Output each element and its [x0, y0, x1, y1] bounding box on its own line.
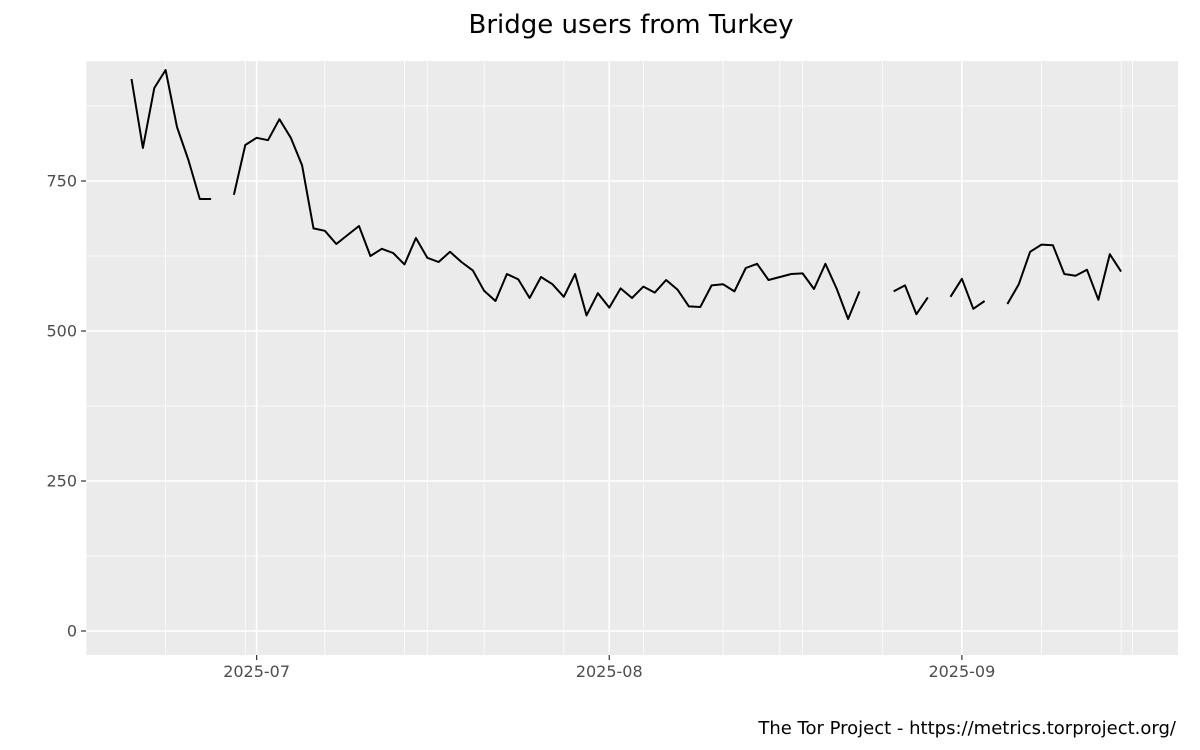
- plot-panel: [86, 61, 1178, 655]
- y-axis: 0 250 500 750: [46, 172, 86, 641]
- series-line-segment: [1006, 243, 1122, 305]
- x-tick-label: 2025-08: [576, 662, 643, 681]
- major-grid: [86, 61, 1178, 655]
- series-line-segment: [949, 277, 986, 310]
- y-tick-label: 0: [67, 622, 77, 641]
- x-axis: 2025-07 2025-08 2025-09: [223, 655, 995, 681]
- chart-title: Bridge users from Turkey: [469, 10, 794, 40]
- series-lines: [130, 69, 1122, 320]
- series-line-segment: [893, 284, 929, 316]
- x-tick-label: 2025-09: [928, 662, 995, 681]
- y-tick-label: 500: [46, 322, 77, 341]
- series-line-segment: [232, 118, 861, 320]
- x-tick-label: 2025-07: [223, 662, 290, 681]
- chart-caption: The Tor Project - https://metrics.torpro…: [757, 718, 1177, 739]
- series-line-segment: [130, 69, 212, 200]
- y-tick-label: 750: [46, 172, 77, 191]
- y-tick-label: 250: [46, 472, 77, 491]
